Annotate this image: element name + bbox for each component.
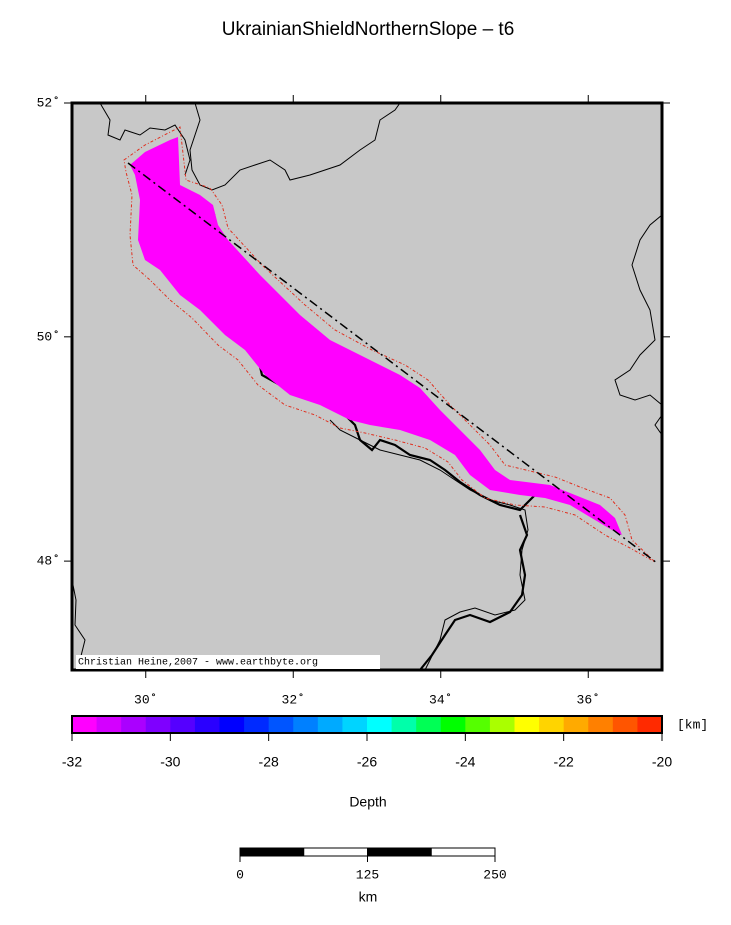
- colorbar-swatch: [563, 716, 589, 733]
- colorbar-swatch: [637, 716, 663, 733]
- credit: Christian Heine,2007 - www.earthbyte.org: [78, 657, 318, 669]
- colorbar-swatch: [391, 716, 417, 733]
- colorbar-swatch: [293, 716, 319, 733]
- colorbar-swatch: [121, 716, 147, 733]
- lon-tick-label: 32˚: [282, 692, 305, 707]
- scale-bar-label: 125: [356, 867, 379, 882]
- colorbar-swatch: [489, 716, 515, 733]
- colorbar-swatch: [244, 716, 270, 733]
- colorbar-label: Depth: [349, 794, 386, 810]
- colorbar-tick-label: -28: [259, 754, 279, 770]
- colorbar-swatch: [145, 716, 171, 733]
- profile-line: [127, 162, 658, 564]
- colorbar-tick-label: -30: [160, 754, 180, 770]
- title: UkrainianShieldNorthernSlope – t6: [222, 19, 515, 40]
- colorbar-swatch: [219, 716, 245, 733]
- lat-tick-label: 50˚: [37, 329, 60, 344]
- scale-bar-label: 0: [236, 867, 244, 882]
- colorbar-swatch: [72, 716, 98, 733]
- scale-bar-segment: [367, 847, 432, 857]
- colorbar-swatch: [170, 716, 196, 733]
- colorbar-swatch: [539, 716, 565, 733]
- colorbar-swatch: [588, 716, 614, 733]
- scale-bar-segment: [239, 847, 305, 857]
- colorbar-swatch: [514, 716, 540, 733]
- lat-tick-label: 48˚: [37, 554, 60, 569]
- colorbar-swatch: [440, 716, 466, 733]
- credit-box: [76, 655, 380, 669]
- scale-bar-segment: [303, 847, 368, 857]
- colorbar-swatch: [367, 716, 393, 733]
- colorbar-swatch: [465, 716, 491, 733]
- colorbar-swatch: [194, 716, 220, 733]
- map-frame: [70, 101, 664, 672]
- basin-depth-grid: [130, 137, 622, 535]
- colorbar-tick-label: -32: [62, 754, 82, 770]
- colorbar-swatch: [416, 716, 442, 733]
- colorbar-swatch: [96, 716, 122, 733]
- colorbar-tick-label: -24: [455, 754, 475, 770]
- colorbar-tick-label: -22: [554, 754, 574, 770]
- scale-bar-segment: [430, 847, 496, 857]
- colorbar-swatch: [268, 716, 294, 733]
- colorbar-unit: [km]: [677, 717, 708, 732]
- scale-bar-label: 250: [483, 867, 506, 882]
- lat-tick-label: 52˚: [37, 95, 60, 110]
- colorbar-tick-label: -26: [357, 754, 377, 770]
- lon-tick-label: 30˚: [134, 692, 157, 707]
- colorbar-swatch: [342, 716, 368, 733]
- colorbar-swatch: [317, 716, 343, 733]
- lon-tick-label: 34˚: [429, 692, 452, 707]
- scale-bar-unit: km: [359, 889, 378, 905]
- colorbar-tick-label: -20: [652, 754, 672, 770]
- lon-tick-label: 36˚: [577, 692, 600, 707]
- colorbar-swatch: [612, 716, 638, 733]
